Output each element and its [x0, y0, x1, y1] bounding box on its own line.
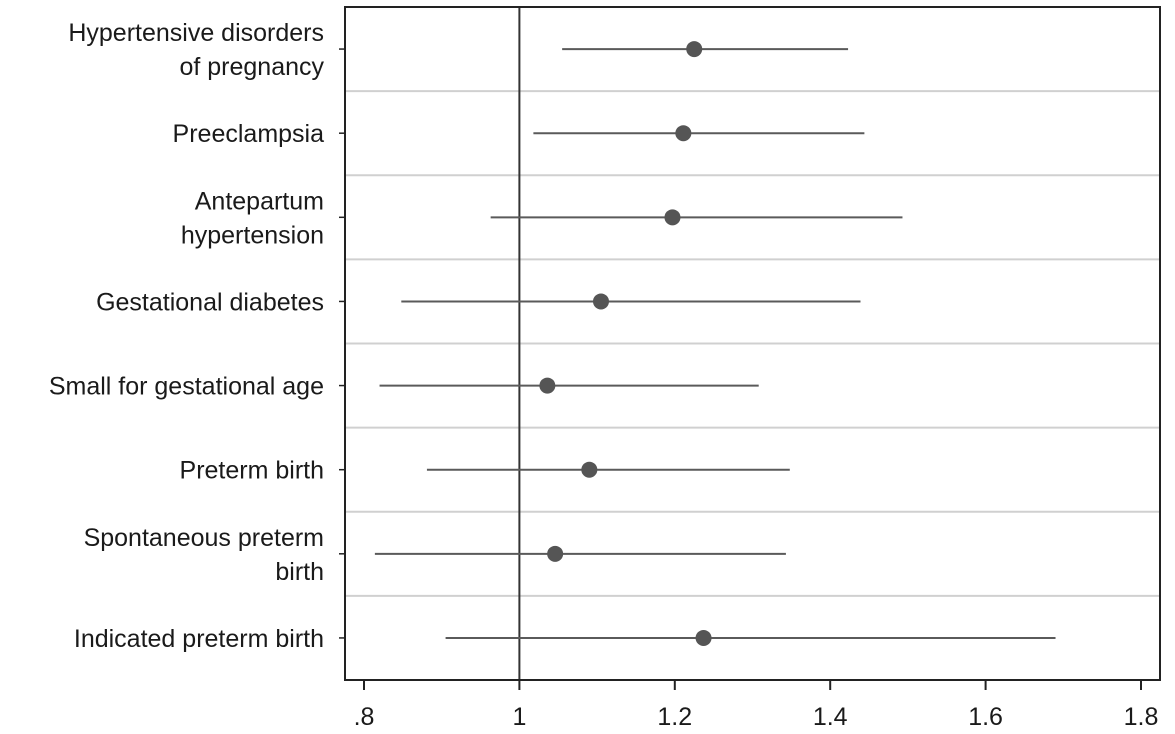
row-label: Small for gestational age — [49, 373, 324, 401]
row-label: Antepartum — [195, 187, 324, 215]
estimate-marker — [539, 378, 555, 394]
x-tick-label: 1.4 — [813, 703, 848, 731]
row-label: Hypertensive disorders — [68, 19, 324, 47]
row-label: Spontaneous preterm — [84, 524, 324, 552]
row-label: Preterm birth — [180, 457, 324, 485]
estimate-marker — [686, 41, 702, 57]
estimate-marker — [581, 462, 597, 478]
row-label: Indicated preterm birth — [74, 625, 324, 653]
estimate-marker — [664, 209, 680, 225]
x-tick-label: 1 — [512, 703, 526, 731]
x-tick-label: .8 — [354, 703, 375, 731]
estimate-marker — [675, 125, 691, 141]
x-tick-label: 1.6 — [968, 703, 1003, 731]
estimate-marker — [593, 293, 609, 309]
x-tick-label: 1.2 — [657, 703, 692, 731]
estimate-marker — [696, 630, 712, 646]
row-label: hypertension — [181, 221, 324, 249]
row-label: birth — [275, 558, 324, 586]
row-label: of pregnancy — [179, 53, 324, 81]
row-label: Gestational diabetes — [96, 288, 324, 316]
estimate-marker — [547, 546, 563, 562]
row-label: Preeclampsia — [173, 120, 325, 148]
x-tick-label: 1.8 — [1124, 703, 1159, 731]
